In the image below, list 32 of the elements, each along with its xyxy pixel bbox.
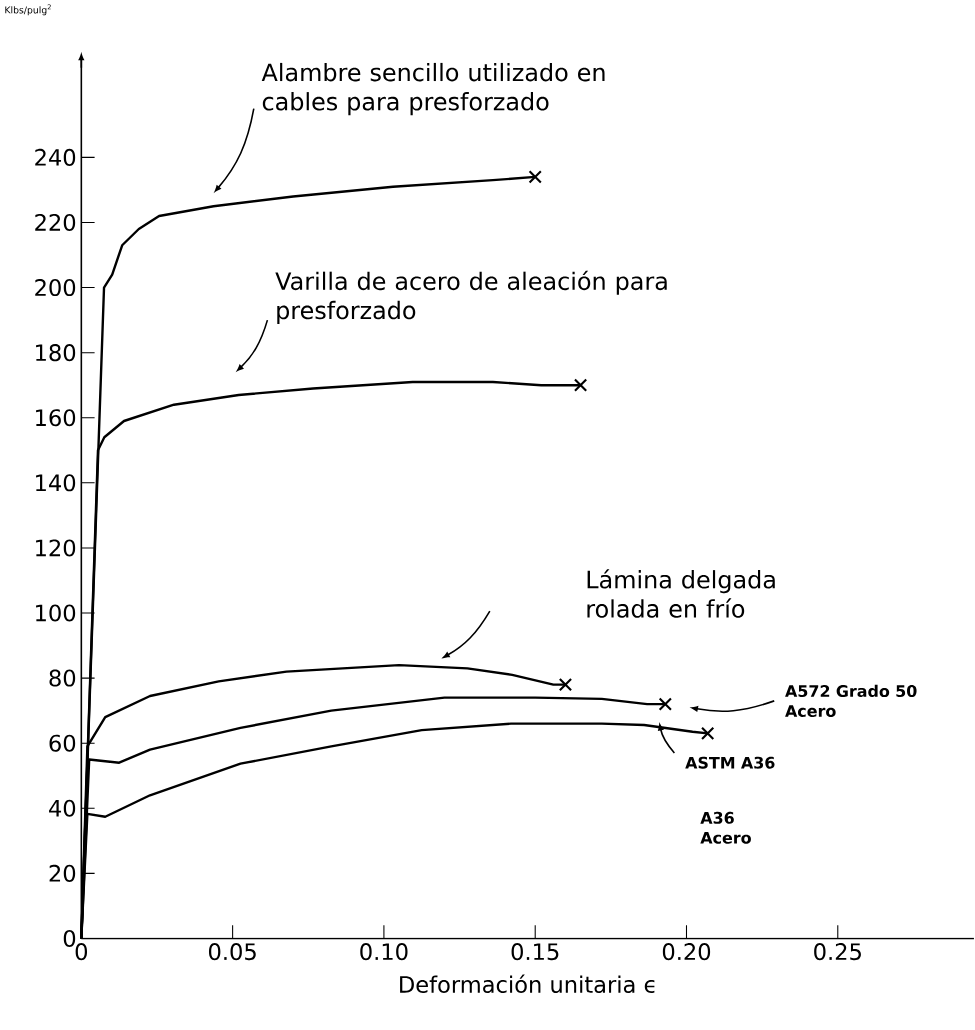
text: Varilla de acero de aleación para presforzado (275, 270, 667, 324)
x-tick-label: 0 (75, 943, 88, 961)
point (658, 697, 673, 711)
x-tick-label: 0.10 (360, 943, 408, 961)
point (558, 677, 573, 692)
y-tick-label: 140 (36, 474, 76, 492)
y-tick-label: 220 (35, 213, 76, 232)
x-tick-label: 0.25 (814, 943, 862, 961)
y-tick-label: 20 (49, 864, 76, 882)
y-tick-label: 200 (35, 279, 76, 297)
annotation: A36 Acero (700, 811, 752, 844)
text: Alambre sencillo utilizado en cables para presforzado (261, 62, 605, 116)
y-tick-label: 240 (35, 148, 76, 166)
x-tick-label: 0.05 (209, 943, 256, 961)
x-tick-label: 0.20 (662, 943, 711, 961)
point (574, 378, 588, 392)
text: Lámina delgada rolada en frío (587, 569, 775, 618)
point (701, 726, 715, 741)
point (528, 170, 543, 184)
y-tick-label: 100 (36, 604, 76, 622)
y-tick-label: 40 (49, 799, 76, 817)
x-axis-title: Deformación unitaria ϵ (400, 974, 655, 993)
y-tick-label: 180 (36, 344, 76, 362)
y-tick-label: 60 (49, 734, 76, 752)
y-axis-title: Klbs/pulg$^{2}$ (5, 4, 51, 16)
y-tick-label: 120 (36, 539, 76, 557)
y-tick-label: 0 (63, 929, 76, 947)
y-tick-label: 80 (49, 669, 76, 687)
y-tick-label: 160 (36, 409, 76, 427)
legend-label: A572 Grado 50 Acero (785, 684, 917, 717)
x-tick-label: 0.15 (511, 943, 559, 961)
series-label: ASTM A36 (685, 756, 775, 769)
